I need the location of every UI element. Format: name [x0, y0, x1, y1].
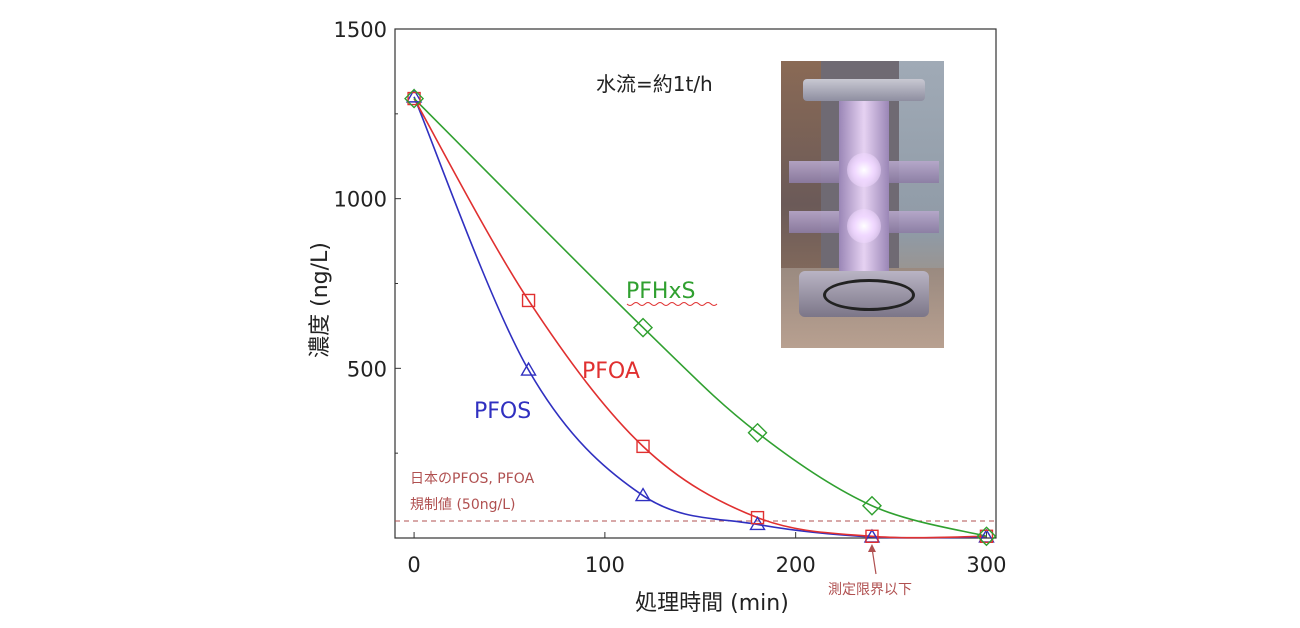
x-tick-label: 0: [407, 553, 420, 577]
data-point-pfhxs: [404, 88, 425, 109]
detection-limit-arrow: [871, 547, 877, 575]
data-point-pfoa: [521, 293, 536, 308]
data-point-pfos: [405, 88, 423, 103]
x-tick-label: 300: [966, 553, 1006, 577]
spellcheck-underline: [626, 302, 718, 306]
axis-ticks: 0 100 200 300 500 1000 1500: [334, 18, 1007, 577]
data-point-pfhxs: [861, 495, 882, 516]
markers-layer: [404, 88, 997, 547]
detection-limit-annotation: [867, 544, 877, 575]
detection-limit-arrowhead: [867, 544, 876, 552]
series-line-pfhxs: [413, 97, 987, 538]
x-tick-label: 100: [585, 553, 625, 577]
data-point-pfoa: [750, 510, 765, 525]
data-point-pfos: [634, 487, 652, 502]
data-point-pfhxs: [747, 422, 768, 443]
data-point-pfhxs: [633, 317, 654, 338]
data-point-pfhxs: [976, 526, 997, 547]
series-label-pfos: PFOS: [474, 399, 531, 424]
flow-rate-annotation: 水流=約1t/h: [596, 72, 713, 96]
x-axis-title: 処理時間 (min): [635, 591, 789, 616]
series-label-pfoa: PFOA: [582, 359, 640, 384]
y-tick-label: 1500: [334, 18, 387, 42]
y-axis-title: 濃度 (ng/L): [308, 242, 333, 358]
series-label-pfhxs: PFHxS: [626, 279, 695, 304]
curves-layer: [413, 96, 987, 539]
y-tick-label: 500: [347, 357, 387, 381]
reactor-photo: [781, 61, 944, 348]
regulation-note-line1: 日本のPFOS, PFOA: [410, 471, 535, 487]
y-tick-label: 1000: [334, 188, 387, 212]
data-point-pfoa: [636, 439, 650, 454]
data-point-pfos: [520, 361, 537, 376]
detection-limit-label: 測定限界以下: [828, 582, 912, 598]
data-point-pfoa: [407, 91, 421, 106]
series-line-pfoa: [413, 98, 987, 539]
regulation-note-line2: 規制値 (50ng/L): [410, 497, 515, 513]
data-point-pfoa: [979, 529, 994, 544]
data-point-pfoa: [865, 529, 879, 544]
x-tick-label: 200: [776, 553, 816, 577]
